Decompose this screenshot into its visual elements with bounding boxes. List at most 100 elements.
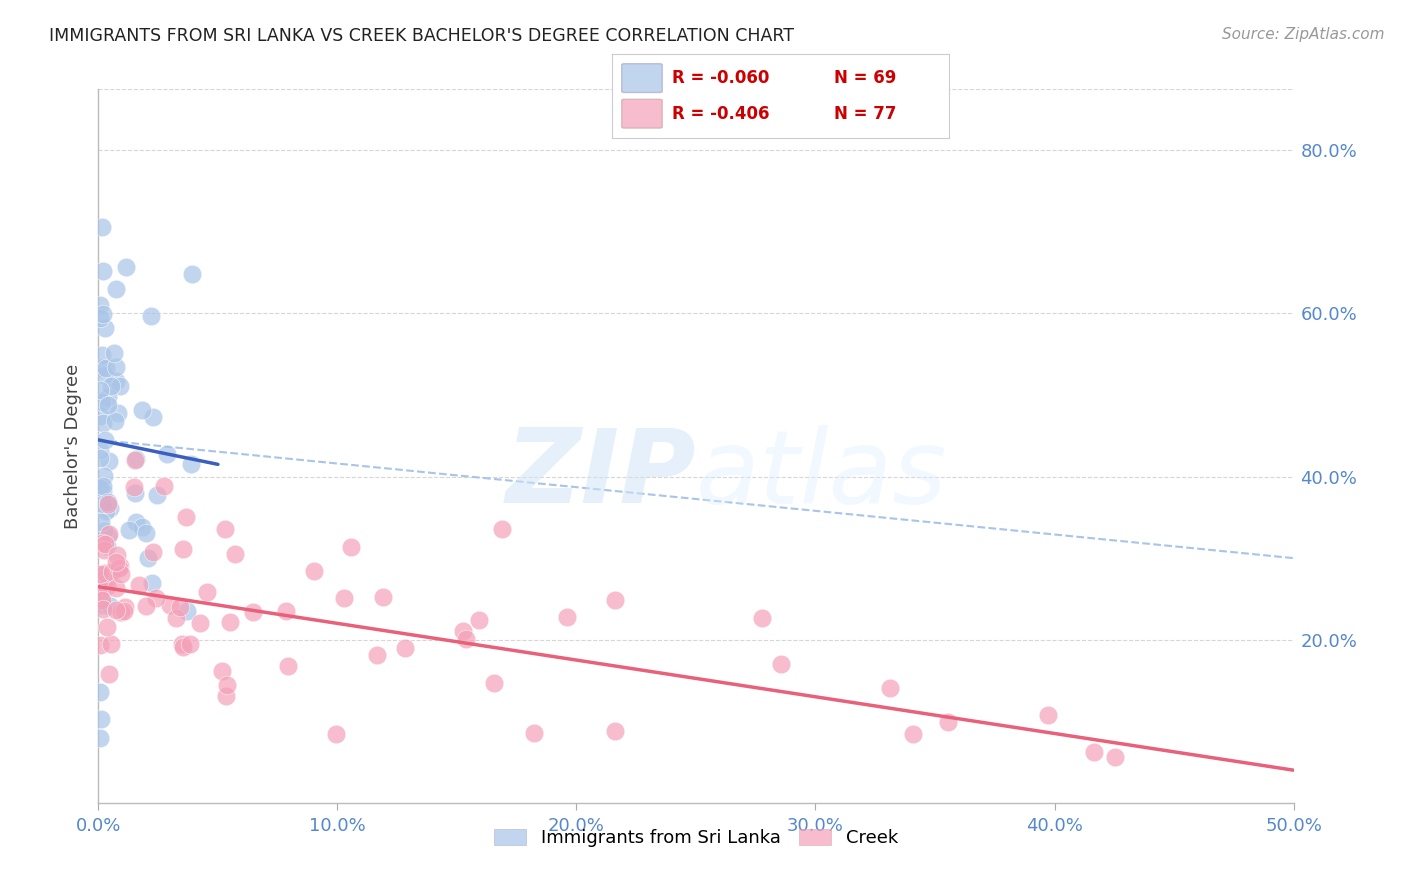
Point (91, 598, 114, 612)
Text: ZIP: ZIP (505, 424, 696, 525)
Point (135, 525, 157, 540)
Point (91, 307, 114, 321)
Text: IMMIGRANTS FROM SRI LANKA VS CREEK BACHELOR'S DEGREE CORRELATION CHART: IMMIGRANTS FROM SRI LANKA VS CREEK BACHE… (49, 27, 794, 45)
Point (304, 565, 326, 579)
Point (179, 637, 201, 651)
Point (325, 726, 347, 740)
Point (89, 442, 111, 457)
Point (153, 479, 176, 493)
Point (89, 383, 111, 397)
Point (165, 610, 187, 624)
Point (97, 527, 120, 541)
Point (146, 488, 169, 502)
Point (176, 604, 198, 618)
Point (91, 578, 114, 592)
Point (90, 536, 112, 550)
Point (93, 433, 115, 447)
Point (169, 599, 191, 614)
Point (104, 602, 127, 616)
Point (124, 486, 146, 500)
Point (90, 361, 112, 376)
Point (1104, 749, 1126, 764)
Point (89, 587, 111, 601)
Point (96, 579, 118, 593)
Point (522, 726, 544, 740)
Point (94, 537, 117, 551)
Point (170, 637, 193, 651)
Point (371, 590, 394, 604)
Point (103, 346, 125, 360)
Point (135, 599, 157, 613)
Point (557, 609, 579, 624)
Point (484, 676, 506, 690)
Point (108, 378, 131, 392)
Point (104, 555, 127, 569)
Point (142, 545, 165, 559)
Point (90, 515, 112, 529)
Point (180, 457, 202, 471)
Point (145, 591, 167, 605)
Text: N = 69: N = 69 (834, 69, 897, 87)
Point (141, 576, 163, 591)
Point (936, 714, 959, 729)
Point (89, 685, 111, 699)
Text: R = -0.406: R = -0.406 (672, 104, 770, 123)
Point (93, 543, 115, 558)
Point (96, 620, 118, 634)
Point (277, 659, 299, 673)
Point (89, 638, 111, 652)
Point (172, 640, 194, 654)
Point (188, 615, 211, 630)
Point (211, 665, 233, 679)
Point (491, 522, 513, 536)
Point (195, 584, 218, 599)
Point (91, 479, 114, 493)
Point (100, 599, 122, 614)
Y-axis label: Bachelor's Degree: Bachelor's Degree (63, 363, 82, 529)
Point (98, 501, 121, 516)
Point (101, 565, 124, 579)
Point (96, 494, 118, 508)
Point (107, 406, 129, 420)
Point (215, 678, 238, 692)
Point (104, 282, 127, 296)
Point (242, 605, 264, 619)
Point (108, 559, 131, 574)
Point (89, 310, 111, 325)
Point (97, 666, 120, 681)
Point (603, 724, 626, 739)
Point (125, 515, 148, 529)
Point (104, 374, 127, 388)
Point (90, 573, 112, 587)
Point (340, 540, 363, 554)
Point (93, 524, 115, 538)
Point (90, 219, 112, 234)
Text: R = -0.060: R = -0.060 (672, 69, 769, 87)
Point (112, 604, 135, 618)
Point (91, 498, 114, 512)
Point (97, 390, 120, 404)
Point (1036, 707, 1059, 722)
Point (91, 264, 114, 278)
Point (141, 309, 163, 323)
Point (218, 615, 240, 629)
Point (333, 591, 356, 606)
Point (100, 637, 122, 651)
Point (104, 359, 127, 374)
FancyBboxPatch shape (621, 63, 662, 93)
Point (159, 598, 181, 612)
Point (93, 571, 115, 585)
Point (214, 689, 236, 703)
Point (468, 613, 491, 627)
Point (97, 497, 120, 511)
Point (93, 568, 115, 582)
Point (156, 447, 179, 461)
Point (98, 454, 121, 468)
Text: Source: ZipAtlas.com: Source: ZipAtlas.com (1222, 27, 1385, 42)
Point (94, 321, 117, 335)
Point (96, 503, 118, 517)
Point (94, 361, 117, 376)
Point (124, 451, 146, 466)
Point (181, 267, 204, 281)
Point (90, 586, 112, 600)
